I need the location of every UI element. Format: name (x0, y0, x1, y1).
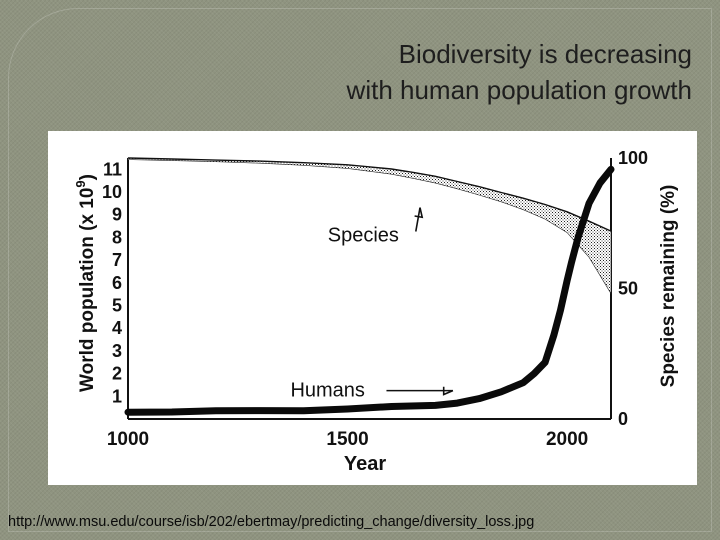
y-tick-label: 2 (112, 364, 122, 384)
y-tick-label: 3 (112, 341, 122, 361)
slide-title-line-2: with human population growth (346, 75, 692, 105)
x-tick-label: 1000 (107, 429, 149, 450)
y-tick-label: 5 (112, 296, 122, 316)
y-tick-label: 7 (112, 250, 122, 270)
y-axis-label: World population (x 109) (73, 174, 98, 392)
slide-title: Biodiversity is decreasing with human po… (172, 36, 692, 108)
y2-tick-label: 50 (618, 279, 638, 299)
y2-tick-label: 0 (618, 409, 628, 429)
annotation-arrows (386, 207, 454, 396)
y-tick-label: 11 (103, 159, 122, 179)
species-arrowhead (414, 207, 424, 219)
slide-title-line-1: Biodiversity is decreasing (398, 39, 692, 69)
species-annotation: Species (328, 225, 399, 247)
x-tick-label: 2000 (546, 429, 588, 450)
species-arrow (414, 207, 421, 232)
y-tick-label: 8 (112, 227, 122, 247)
y2-tick-label: 100 (618, 148, 648, 168)
humans-arrowhead (442, 386, 454, 396)
species-upper-line (127, 157, 612, 232)
y-tick-label: 9 (112, 205, 122, 225)
x-tick-label: 1500 (326, 429, 368, 450)
y-tick-label: 10 (102, 182, 122, 202)
chart-card: 1000 1500 2000 1 2 3 4 5 6 7 8 9 10 11 0 50 100 Year Wor… (48, 131, 697, 485)
y-tick-label: 4 (112, 318, 122, 338)
y-tick-label: 1 (112, 386, 122, 406)
humans-series (124, 165, 615, 416)
axes-group (127, 158, 612, 420)
y2-axis-label: Species remaining (%) (658, 185, 679, 388)
y-tick-label: 6 (112, 273, 122, 293)
x-axis-label: Year (344, 453, 386, 475)
species-series (127, 157, 612, 295)
humans-line (124, 165, 615, 416)
humans-annotation: Humans (290, 380, 364, 402)
source-url: http://www.msu.edu/course/isb/202/ebertm… (8, 514, 535, 530)
